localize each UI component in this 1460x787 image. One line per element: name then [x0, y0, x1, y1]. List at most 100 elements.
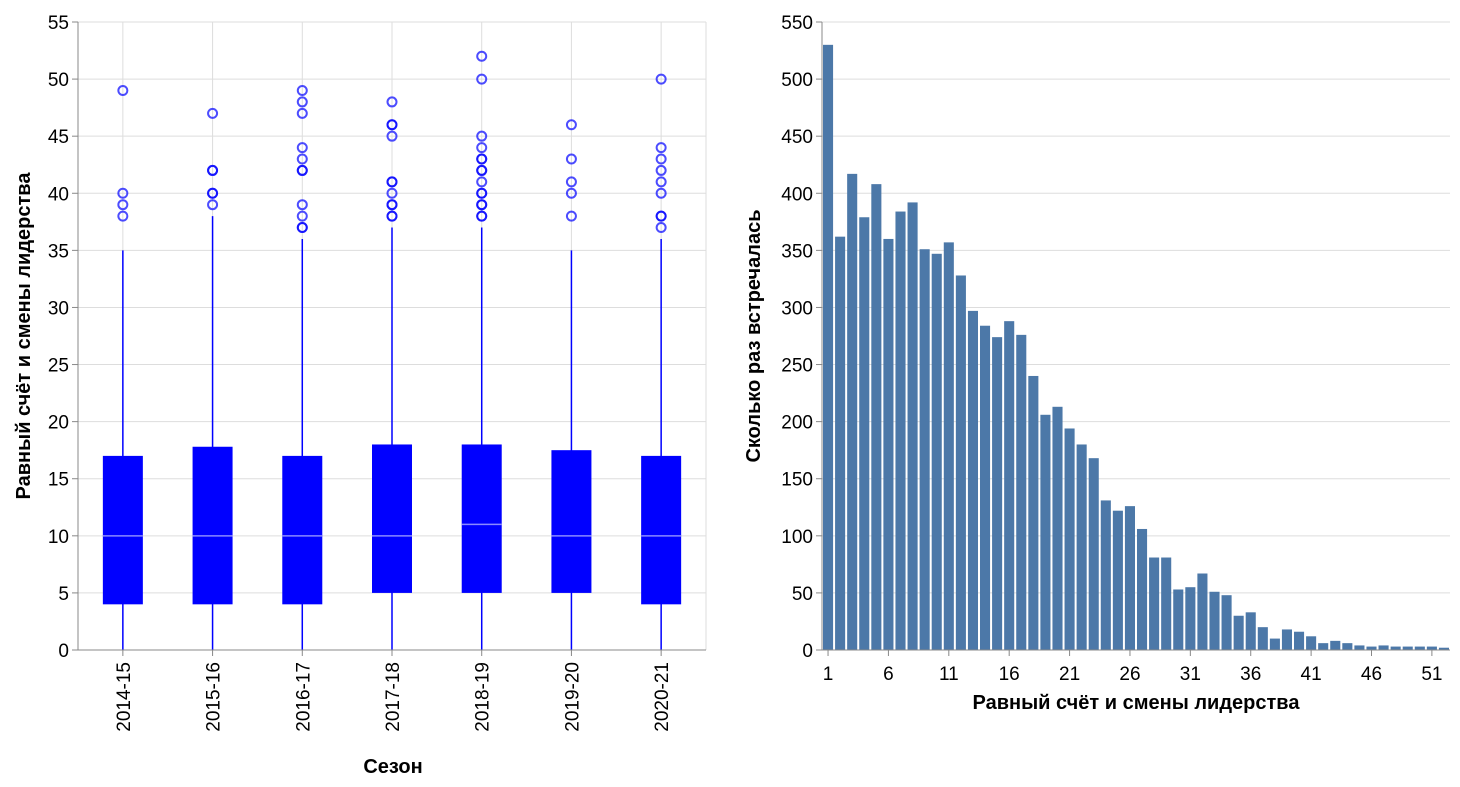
boxplot-outlier: [476, 176, 488, 188]
boxplot-outlier: [655, 142, 667, 154]
histogram-bar: [1197, 573, 1208, 650]
histogram-bar: [1414, 646, 1425, 650]
boxplot-outlier: [655, 187, 667, 199]
boxplot-box: [551, 450, 592, 593]
histogram-y-tick-label: 300: [781, 298, 813, 319]
boxplot-x-tick-label: 2018-19: [473, 662, 494, 732]
histogram-bars: [823, 44, 1449, 651]
boxplot-outlier: [476, 153, 488, 165]
histogram-x-tick-label: 46: [1361, 664, 1382, 685]
boxplot-outlier: [386, 176, 398, 188]
histogram-bar: [859, 217, 870, 650]
boxplot-outlier: [296, 107, 308, 119]
histogram-bar: [1245, 612, 1256, 650]
histogram-bar: [1016, 334, 1027, 650]
boxplot-outlier: [117, 199, 129, 211]
boxplot-y-tick-label: 50: [48, 70, 69, 91]
histogram-x-tick-label: 16: [999, 664, 1020, 685]
boxplot-outlier: [386, 210, 398, 222]
boxplot-outlier: [117, 210, 129, 222]
histogram-bar: [1004, 321, 1015, 650]
histogram-bar: [1112, 510, 1123, 650]
boxplot-outlier: [476, 164, 488, 176]
histogram-bar: [1330, 640, 1341, 650]
boxplot-outlier: [207, 164, 219, 176]
histogram-bar: [980, 325, 991, 650]
boxplot-outlier: [296, 199, 308, 211]
boxplot-outlier: [476, 187, 488, 199]
histogram-bar: [1378, 645, 1389, 650]
histogram-y-tick-label: 0: [802, 641, 813, 662]
boxplot-outlier: [296, 164, 308, 176]
boxplot-outlier: [476, 142, 488, 154]
histogram-x-tick-label: 31: [1180, 664, 1201, 685]
histogram-bar: [1173, 589, 1184, 650]
boxplot-outlier: [386, 96, 398, 108]
histogram-x-axis-title: Равный счёт и смены лидерства: [973, 692, 1301, 714]
boxplot-y-tick-label: 0: [58, 641, 69, 662]
histogram-bar: [907, 202, 918, 650]
histogram-bar: [1124, 506, 1135, 650]
histogram-bar: [1426, 646, 1437, 650]
histogram-x-tick-label: 41: [1301, 664, 1322, 685]
histogram-y-tick-label: 400: [781, 184, 813, 205]
boxplot-outlier: [296, 222, 308, 234]
histogram-bar: [847, 173, 858, 650]
boxplot-box: [461, 444, 502, 593]
histogram-y-tick-label: 350: [781, 241, 813, 262]
boxplot-outlier: [386, 199, 398, 211]
histogram-y-tick-label: 550: [781, 13, 813, 34]
boxplot-box: [192, 446, 233, 605]
boxplot-outlier: [296, 142, 308, 154]
boxplot-outlier: [565, 210, 577, 222]
histogram-x-tick-label: 21: [1059, 664, 1080, 685]
boxplot-x-axis: 2014-15 2015-16 2016-17 2017-18 2018-19 2019-…: [78, 649, 706, 732]
boxplot-y-tick-label: 40: [48, 184, 69, 205]
histogram-bar: [1040, 414, 1051, 650]
boxplot-outlier: [386, 187, 398, 199]
histogram-bar: [871, 184, 882, 650]
boxplot-x-tick-label: 2015-16: [204, 662, 225, 732]
histogram-bar: [895, 211, 906, 651]
boxplot-outlier: [476, 73, 488, 85]
histogram-y-tick-label: 100: [781, 527, 813, 548]
boxplot-y-tick-label: 35: [48, 241, 69, 262]
histogram-bar: [919, 249, 930, 651]
boxplot-x-tick-label: 2016-17: [293, 662, 314, 732]
boxplot-box: [102, 455, 143, 605]
histogram-y-tick-label: 200: [781, 413, 813, 434]
histogram-bar: [1052, 406, 1063, 650]
boxplot-outlier: [476, 210, 488, 222]
boxplot-outlier: [117, 85, 129, 97]
histogram-bar: [1076, 444, 1087, 650]
boxplot-box: [282, 455, 323, 605]
boxplot-outlier: [296, 153, 308, 165]
histogram-bar: [883, 238, 894, 651]
histogram-bar: [1306, 636, 1317, 650]
boxplot-outlier: [565, 187, 577, 199]
histogram-bar: [967, 310, 978, 650]
boxplot-outlier: [386, 130, 398, 142]
boxplot-outlier: [207, 199, 219, 211]
histogram-bar: [955, 275, 966, 650]
boxplot-box: [641, 455, 682, 605]
histogram-bar: [823, 44, 834, 650]
histogram-bar: [1390, 646, 1401, 650]
histogram-bar: [1294, 631, 1305, 650]
histogram-y-axis-title: Сколько раз встречалась: [743, 209, 765, 462]
boxplot-marks: [102, 50, 682, 650]
histogram-bar: [1088, 458, 1099, 650]
histogram-x-tick-label: 51: [1421, 664, 1442, 685]
histogram-bar: [1342, 643, 1353, 650]
histogram-bar: [1269, 638, 1280, 650]
boxplot-y-axis-title: Равный счёт и смены лидерства: [13, 172, 35, 500]
histogram-bar: [1137, 528, 1148, 650]
boxplot-y-tick-label: 20: [48, 413, 69, 434]
histogram-bar: [1185, 587, 1196, 650]
boxplot-outlier: [207, 107, 219, 119]
histogram-y-axis: 0 50 100 150 200 250 300 350 400 450 500 550: [781, 13, 823, 662]
histogram-bar: [1281, 629, 1292, 650]
histogram-x-tick-label: 36: [1240, 664, 1261, 685]
boxplot-box: [372, 444, 412, 593]
